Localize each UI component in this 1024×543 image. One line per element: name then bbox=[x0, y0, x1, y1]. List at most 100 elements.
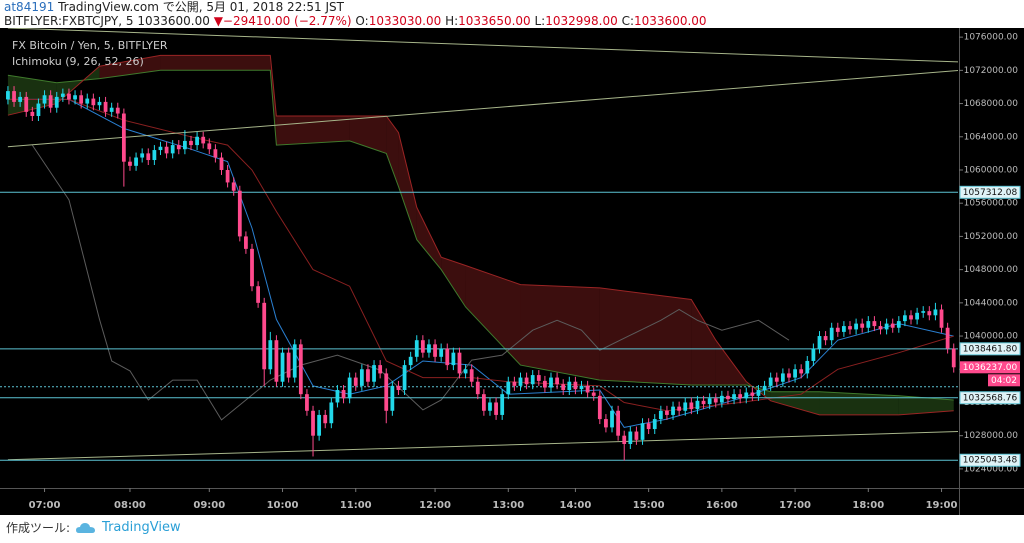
candle-body bbox=[604, 419, 608, 428]
candle-body bbox=[628, 431, 633, 444]
made-with: 作成ツール: bbox=[6, 521, 71, 535]
candle-body bbox=[896, 321, 901, 328]
candle-body bbox=[91, 98, 96, 106]
candle-body bbox=[42, 95, 47, 104]
candle-body bbox=[915, 312, 920, 320]
candle-body bbox=[768, 377, 773, 386]
candle-body bbox=[262, 302, 267, 370]
candle-body bbox=[921, 311, 926, 313]
candle-body bbox=[463, 369, 468, 374]
candle-body bbox=[103, 101, 108, 112]
candle-body bbox=[353, 377, 358, 386]
candle-body bbox=[732, 394, 736, 400]
candle-body bbox=[689, 402, 694, 410]
candle-body bbox=[201, 136, 206, 144]
candle-body bbox=[805, 360, 810, 374]
y-tick-label: 1068000.00 bbox=[964, 99, 1019, 109]
candle-body bbox=[780, 373, 785, 382]
candle-body bbox=[128, 161, 132, 166]
candle-body bbox=[60, 93, 65, 97]
y-tick-label: 1052000.00 bbox=[964, 232, 1019, 242]
candle-body bbox=[134, 157, 138, 166]
level-label: 1038461.80 bbox=[963, 344, 1018, 354]
candle-body bbox=[73, 95, 77, 100]
candle-body bbox=[280, 352, 285, 382]
candle-body bbox=[469, 369, 474, 382]
candle-body bbox=[475, 381, 480, 395]
candle-body bbox=[677, 406, 682, 411]
candle-body bbox=[878, 326, 883, 330]
candle-body bbox=[695, 400, 700, 410]
brand-logo bbox=[76, 522, 96, 533]
trend-line bbox=[7, 69, 958, 148]
candle-body bbox=[158, 146, 163, 151]
y-tick-label: 1056000.00 bbox=[964, 199, 1019, 209]
candle-body bbox=[591, 392, 596, 396]
candle-body bbox=[195, 136, 199, 146]
candle-body bbox=[811, 348, 816, 361]
candle-body bbox=[152, 150, 157, 161]
ohlc-value: 1033030.00 bbox=[368, 14, 442, 28]
cloud-segment bbox=[691, 299, 716, 386]
candle-body bbox=[176, 145, 181, 150]
candle-body bbox=[250, 248, 254, 287]
candle-body bbox=[726, 395, 730, 400]
candle-body bbox=[939, 309, 944, 328]
candle-body bbox=[890, 323, 895, 328]
candle-body bbox=[567, 381, 572, 391]
candle-body bbox=[652, 419, 657, 430]
ohlc-key: O: bbox=[355, 14, 369, 28]
ohlc-key: L: bbox=[534, 14, 546, 28]
span-a bbox=[7, 69, 954, 401]
candle-body bbox=[866, 321, 871, 328]
x-tick-label: 14:00 bbox=[559, 500, 591, 511]
candle-body bbox=[384, 373, 389, 411]
candle-body bbox=[323, 414, 328, 424]
cloud-segment bbox=[520, 284, 600, 381]
candle-body bbox=[347, 377, 352, 399]
ohlc-key: C: bbox=[621, 14, 635, 28]
candle-body bbox=[774, 377, 779, 382]
x-tick-label: 08:00 bbox=[114, 500, 146, 511]
legend-symbol: FX Bitcoin / Yen, 5, BITFLYER bbox=[12, 39, 168, 52]
candle-body bbox=[872, 321, 877, 327]
brand[interactable]: TradingView bbox=[102, 520, 181, 535]
level-label-box bbox=[959, 342, 1021, 356]
cloud-segment bbox=[715, 340, 747, 386]
candle-body bbox=[427, 344, 431, 353]
candle-body bbox=[378, 365, 383, 374]
level-label: 1057312.08 bbox=[963, 188, 1018, 198]
candle-body bbox=[420, 340, 425, 353]
legend-indicator: Ichimoku (9, 26, 52, 26) bbox=[12, 55, 144, 68]
candle-body bbox=[903, 315, 907, 322]
x-tick-label: 19:00 bbox=[926, 500, 958, 511]
x-tick-label: 18:00 bbox=[852, 500, 884, 511]
last-price-box bbox=[960, 361, 1020, 374]
candle-body bbox=[518, 377, 523, 386]
candle-body bbox=[390, 385, 395, 411]
candle-body bbox=[164, 146, 169, 154]
user-link[interactable]: at84191 bbox=[4, 0, 55, 14]
x-tick-label: 16:00 bbox=[706, 500, 738, 511]
y-tick-label: 1060000.00 bbox=[964, 165, 1019, 175]
candle-body bbox=[756, 390, 761, 396]
candle-body bbox=[500, 394, 505, 415]
candle-body bbox=[170, 145, 175, 154]
candle-body bbox=[616, 410, 621, 436]
candle-body bbox=[329, 402, 334, 424]
candle-body bbox=[189, 140, 193, 146]
candle-body bbox=[225, 169, 230, 183]
candle-body bbox=[244, 236, 248, 249]
y-tick-label: 1064000.00 bbox=[964, 132, 1019, 142]
cloud-segment bbox=[898, 395, 954, 415]
y-tick-label: 1024000.00 bbox=[964, 464, 1019, 474]
trend-line bbox=[7, 431, 958, 461]
candle-body bbox=[506, 381, 511, 395]
candle-body bbox=[524, 377, 529, 385]
candle-body bbox=[54, 96, 59, 108]
candle-body bbox=[634, 431, 639, 440]
candle-body bbox=[182, 140, 187, 150]
candle-body bbox=[622, 435, 627, 444]
header-line-2: BITFLYER:FXBTCJPY, 5 1033600.00 ▼−29410.… bbox=[4, 14, 707, 28]
indicator-line bbox=[31, 144, 790, 421]
